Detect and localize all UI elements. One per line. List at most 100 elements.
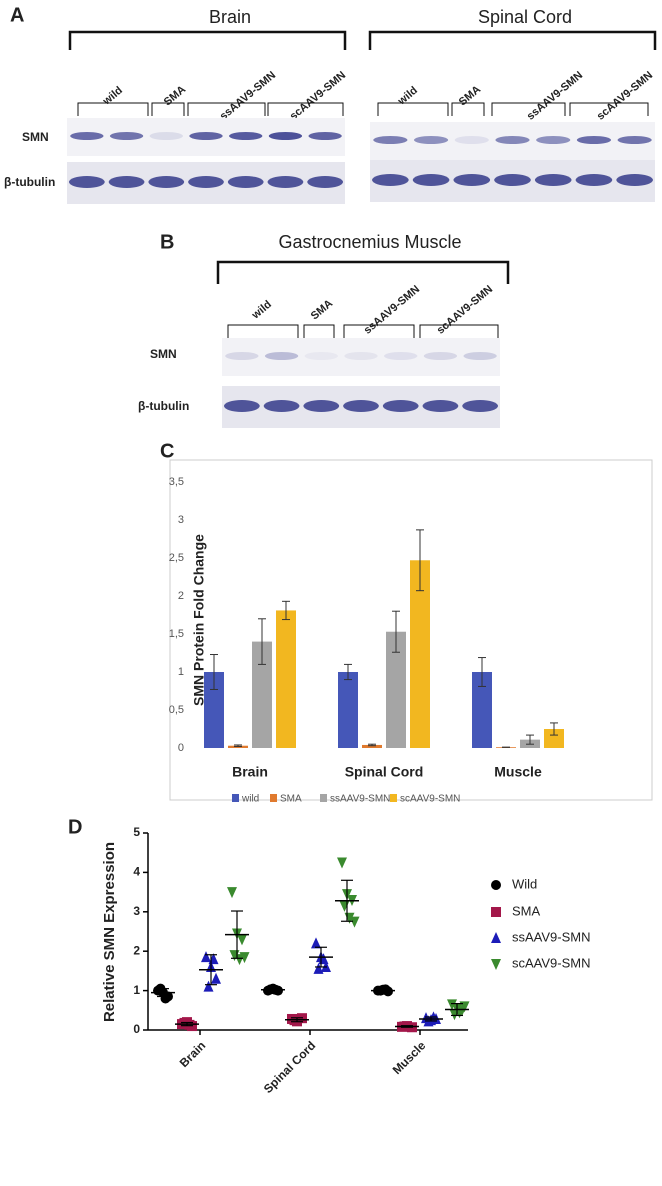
band: [70, 132, 104, 140]
band: [229, 132, 263, 140]
bracket: [216, 260, 510, 284]
point: [339, 900, 350, 912]
band: [575, 174, 613, 186]
bar: [276, 610, 296, 748]
y-tick-label: 2: [178, 590, 184, 602]
y-tick-label: 3,5: [169, 476, 184, 488]
point: [184, 1019, 195, 1030]
y-tick-label: 5: [133, 825, 140, 839]
lane-bracket: [569, 102, 649, 116]
blot: [222, 338, 500, 376]
x-tick-label: Brain: [177, 1038, 209, 1070]
band: [108, 176, 145, 188]
band: [373, 136, 408, 144]
band: [263, 400, 300, 412]
band: [268, 132, 303, 140]
legend-label: SMA: [280, 794, 302, 805]
chart-frame: [169, 459, 653, 801]
band: [109, 132, 144, 140]
legend-swatch: [320, 794, 327, 802]
bar: [544, 729, 564, 748]
band: [223, 400, 260, 412]
legend-label: wild: [241, 794, 259, 805]
point: [201, 951, 211, 963]
lane-label: scAAV9-SMN: [288, 69, 349, 122]
point: [337, 857, 347, 869]
point: [311, 937, 321, 949]
legend-swatch: [270, 794, 277, 802]
lane-bracket: [227, 324, 299, 338]
lane-bracket: [303, 324, 335, 338]
legend-label: ssAAV9-SMN: [512, 929, 591, 944]
y-tick-label: 0: [178, 742, 184, 754]
lane-label: ssAAV9-SMN: [525, 69, 586, 122]
band: [227, 176, 264, 188]
band: [495, 136, 530, 144]
y-tick-label: 3: [133, 904, 140, 918]
lane-label: ssAAV9-SMN: [362, 283, 423, 336]
band: [454, 136, 489, 144]
bar: [204, 672, 224, 748]
x-tick-label: Spinal Cord: [345, 764, 424, 780]
x-tick-label: Muscle: [494, 764, 542, 780]
legend-marker: [491, 907, 501, 917]
row-label: SMN: [22, 130, 49, 144]
band: [413, 136, 449, 144]
panel-letter: C: [160, 440, 174, 462]
bar: [252, 641, 272, 748]
lane-label: SMA: [457, 83, 483, 108]
row-label: β-tubulin: [138, 399, 189, 413]
y-axis-label: Relative SMN Expression: [101, 842, 118, 1022]
point: [447, 999, 457, 1011]
legend-marker: [491, 880, 501, 890]
lane-label: wild: [395, 84, 420, 108]
row-label: SMN: [150, 347, 177, 361]
lane-bracket: [77, 102, 149, 116]
y-axis-label: SMN Protein Fold Change: [191, 534, 207, 706]
band: [303, 400, 340, 412]
point: [349, 916, 360, 928]
legend-label: scAAV9-SMN: [512, 955, 591, 970]
y-tick-label: 0: [133, 1022, 140, 1036]
band: [617, 136, 652, 144]
band: [225, 352, 259, 360]
band: [534, 174, 572, 186]
lane-label: wild: [249, 298, 274, 322]
legend-swatch: [390, 794, 397, 802]
point: [211, 972, 221, 984]
band: [536, 136, 571, 144]
legend-label: Wild: [512, 876, 537, 891]
group-title: Spinal Cord: [478, 7, 572, 27]
band: [307, 176, 344, 188]
lane-bracket: [377, 102, 449, 116]
band: [264, 352, 299, 360]
band: [372, 174, 409, 186]
legend-marker: [491, 932, 501, 943]
band: [576, 136, 612, 144]
band: [149, 132, 183, 140]
point: [237, 934, 247, 946]
point: [227, 887, 237, 899]
legend-swatch: [232, 794, 239, 802]
lane-bracket: [343, 324, 415, 338]
band: [462, 400, 499, 412]
y-tick-label: 1: [133, 983, 140, 997]
band: [267, 176, 304, 188]
lane-bracket: [451, 102, 485, 116]
lane-bracket: [491, 102, 566, 116]
group-title: Gastrocnemius Muscle: [278, 232, 461, 252]
lane-bracket: [419, 324, 499, 338]
band: [304, 352, 338, 360]
bracket: [368, 30, 657, 50]
band: [423, 352, 458, 360]
y-tick-label: 2,5: [169, 552, 184, 564]
point: [239, 952, 250, 964]
band: [463, 352, 497, 360]
band: [68, 176, 105, 188]
band: [616, 174, 653, 186]
point: [160, 993, 171, 1004]
legend-label: SMA: [512, 903, 541, 918]
band: [308, 132, 342, 140]
bar: [386, 631, 406, 748]
x-tick-label: Muscle: [390, 1038, 429, 1077]
